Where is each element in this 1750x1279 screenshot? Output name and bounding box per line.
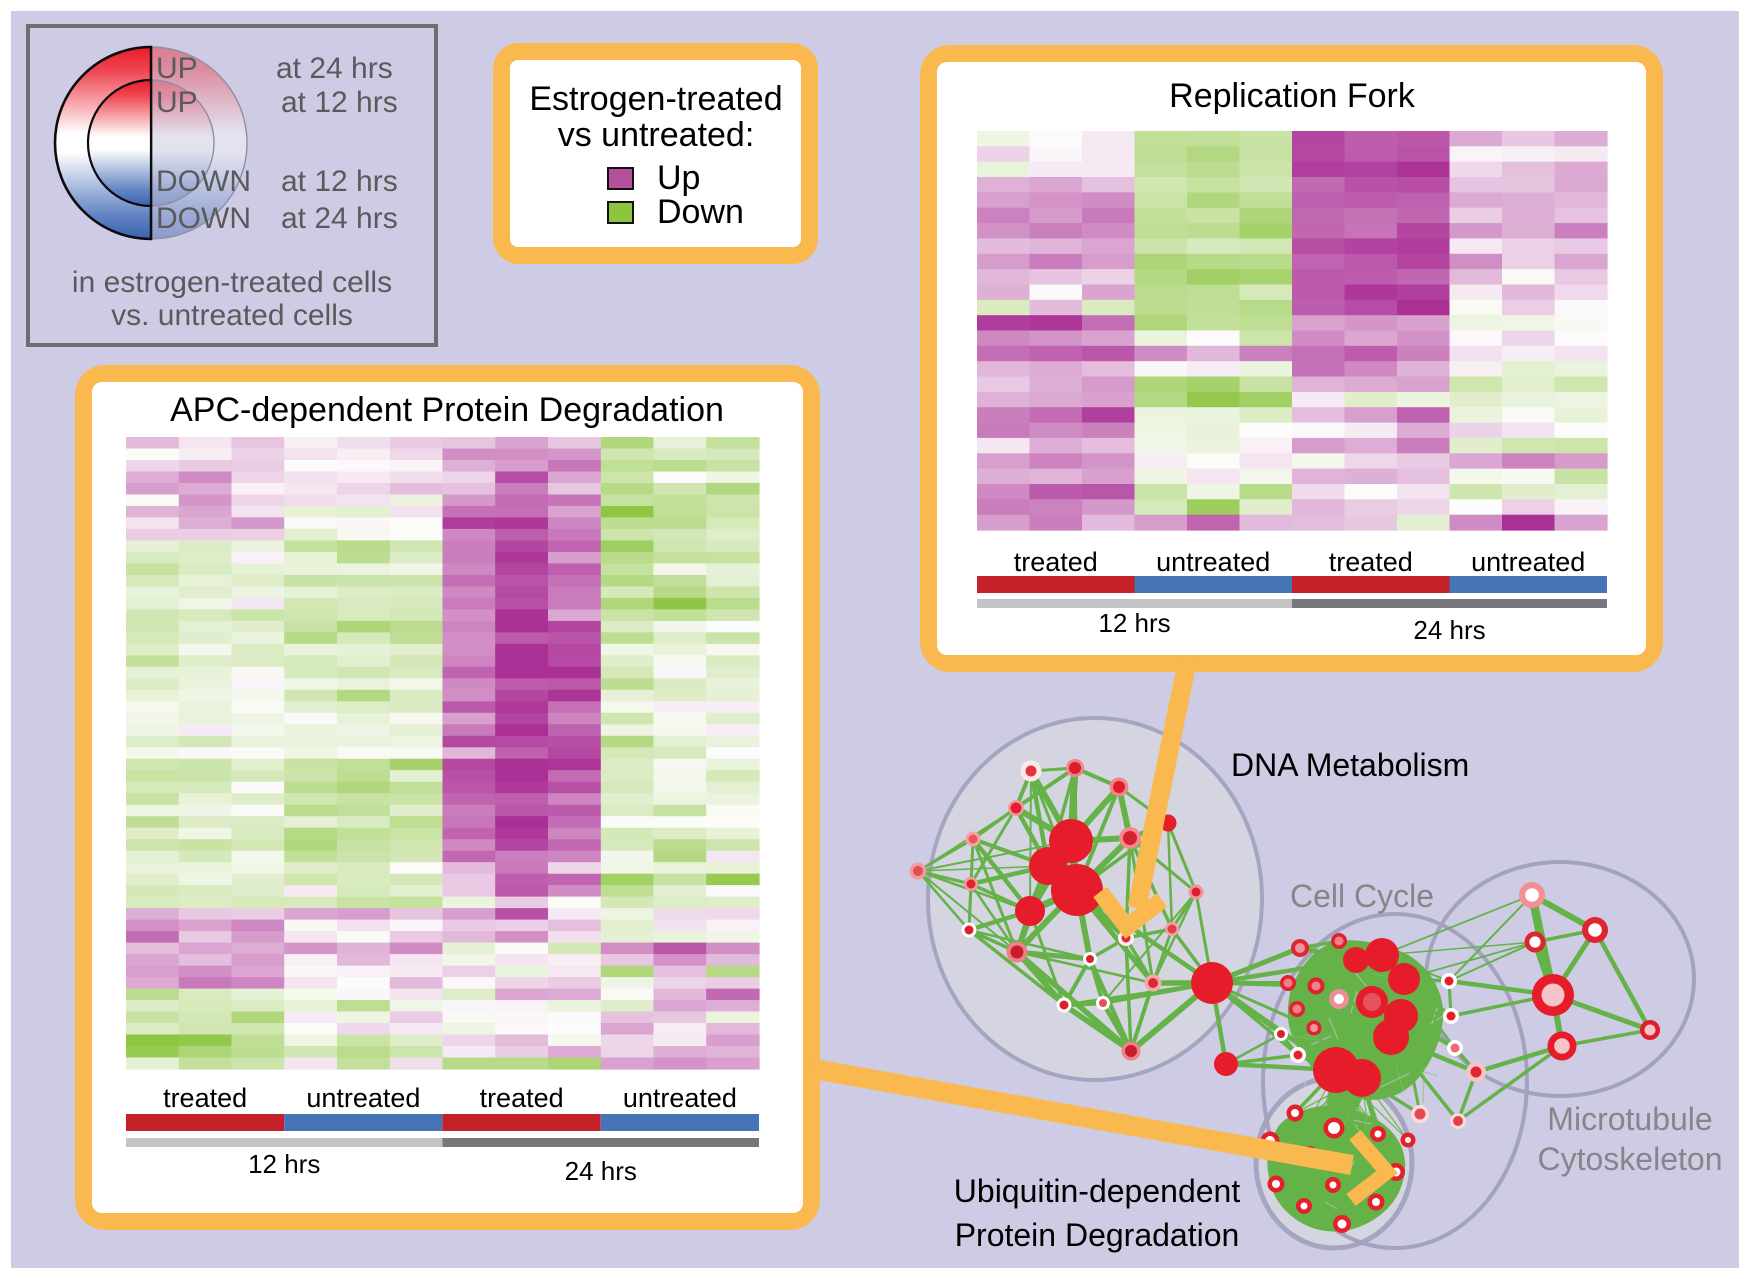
svg-text:Ubiquitin-dependent: Ubiquitin-dependent xyxy=(954,1173,1241,1209)
svg-text:Microtubule: Microtubule xyxy=(1547,1101,1712,1137)
svg-text:treated: treated xyxy=(1014,547,1098,577)
svg-text:vs untreated:: vs untreated: xyxy=(558,116,755,154)
svg-text:Down: Down xyxy=(657,193,744,231)
svg-text:at 12 hrs: at 12 hrs xyxy=(281,165,398,198)
svg-text:12 hrs: 12 hrs xyxy=(1098,608,1170,638)
svg-text:Up: Up xyxy=(657,159,700,197)
svg-text:at 24 hrs: at 24 hrs xyxy=(276,52,393,85)
svg-text:at 24 hrs: at 24 hrs xyxy=(281,202,398,235)
svg-text:APC-dependent Protein Degradat: APC-dependent Protein Degradation xyxy=(170,391,724,429)
svg-text:untreated: untreated xyxy=(623,1083,737,1113)
svg-text:DOWN: DOWN xyxy=(156,165,251,198)
svg-text:treated: treated xyxy=(163,1083,247,1113)
svg-text:Cytoskeleton: Cytoskeleton xyxy=(1538,1141,1723,1177)
svg-text:24 hrs: 24 hrs xyxy=(1413,615,1485,645)
svg-text:Replication Fork: Replication Fork xyxy=(1169,77,1416,115)
svg-text:untreated: untreated xyxy=(1471,547,1585,577)
svg-text:treated: treated xyxy=(480,1083,564,1113)
svg-text:24 hrs: 24 hrs xyxy=(565,1156,637,1186)
svg-text:Protein Degradation: Protein Degradation xyxy=(955,1217,1240,1253)
svg-text:untreated: untreated xyxy=(1156,547,1270,577)
svg-text:UP: UP xyxy=(156,52,198,85)
svg-text:in estrogen-treated cells: in estrogen-treated cells xyxy=(72,266,392,299)
svg-text:Cell Cycle: Cell Cycle xyxy=(1290,878,1434,914)
svg-text:untreated: untreated xyxy=(306,1083,420,1113)
svg-text:Estrogen-treated: Estrogen-treated xyxy=(529,80,782,118)
svg-text:treated: treated xyxy=(1329,547,1413,577)
svg-text:vs. untreated cells: vs. untreated cells xyxy=(111,299,353,332)
svg-text:DNA Metabolism: DNA Metabolism xyxy=(1231,747,1469,783)
svg-text:DOWN: DOWN xyxy=(156,202,251,235)
svg-text:UP: UP xyxy=(156,86,198,119)
svg-text:12 hrs: 12 hrs xyxy=(248,1149,320,1179)
svg-text:at 12 hrs: at 12 hrs xyxy=(281,86,398,119)
